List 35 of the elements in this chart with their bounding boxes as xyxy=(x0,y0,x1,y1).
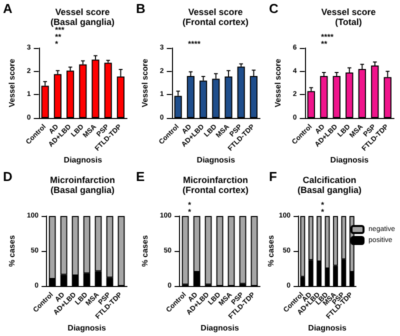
x-axis-title: Diagnosis xyxy=(68,324,106,332)
chart-title: Microinfarction (Basal ganglia) xyxy=(50,175,116,195)
chart-title: Vessel score (Total) xyxy=(321,7,376,27)
bar xyxy=(239,216,246,284)
chart-title: Vessel score (Frontal cortex) xyxy=(182,7,249,27)
text: **** xyxy=(321,32,334,42)
text: * xyxy=(188,200,192,210)
y-axis-title: % cases xyxy=(266,234,276,267)
annotation: **** xyxy=(188,40,202,48)
x-axis-title: Diagnosis xyxy=(330,156,370,164)
y-axis-title: % cases xyxy=(8,234,16,267)
y-axis-title: Vessel score xyxy=(8,58,16,108)
y-axis-title: Vessel score xyxy=(140,58,150,108)
text: * xyxy=(321,200,325,210)
x-axis-title: Diagnosis xyxy=(196,156,236,164)
x-axis-title: Diagnosis xyxy=(64,156,103,164)
annotation: * xyxy=(321,208,325,216)
y-axis-title: Vessel score xyxy=(274,58,282,108)
text: C xyxy=(269,1,279,16)
text: D xyxy=(3,169,12,184)
annotation: * xyxy=(188,208,192,216)
chart-title: Microinfarction (Frontal cortex) xyxy=(182,175,249,195)
text: ** xyxy=(55,32,62,42)
text: F xyxy=(269,169,277,184)
annotation: * xyxy=(55,40,59,48)
annotation: ** xyxy=(321,40,328,48)
chart-title: Vessel score (Basal ganglia) xyxy=(50,7,115,27)
y-axis-title: % cases xyxy=(140,234,150,267)
text: B xyxy=(136,1,146,16)
text: E xyxy=(136,169,145,184)
chart-title: Calcification (Basal ganglia) xyxy=(297,175,362,195)
text: *** xyxy=(55,26,66,34)
x-axis-title: Diagnosis xyxy=(308,324,347,332)
text: A xyxy=(3,1,13,16)
x-axis-title: Diagnosis xyxy=(200,324,240,332)
